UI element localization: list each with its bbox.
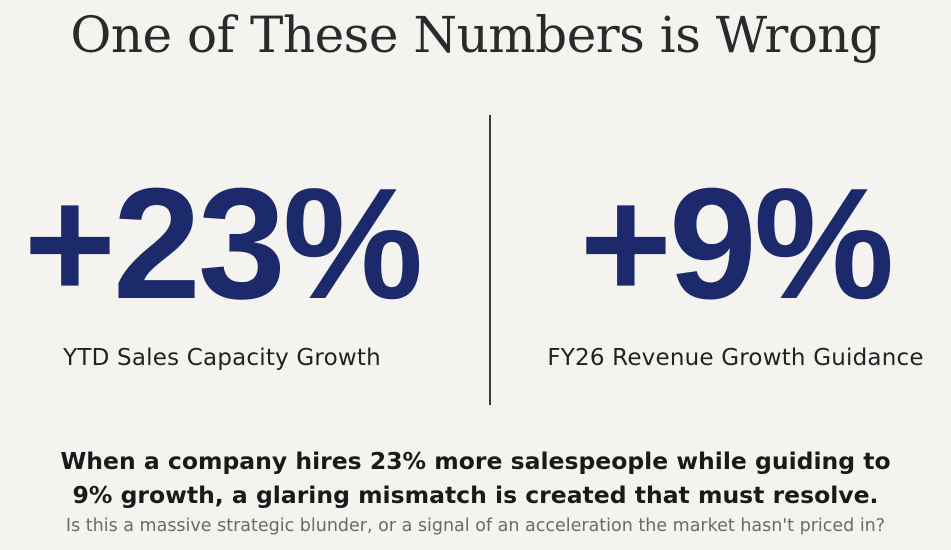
stat-value-left: +23% <box>23 156 424 332</box>
headline-line-1: When a company hires 23% more salespeopl… <box>60 447 891 475</box>
stat-label-left: YTD Sales Capacity Growth <box>63 345 381 371</box>
headline: When a company hires 23% more salespeopl… <box>0 444 951 512</box>
headline-line-2: 9% growth, a glaring mismatch is created… <box>72 481 879 509</box>
subline-question: Is this a massive strategic blunder, or … <box>65 516 886 536</box>
stat-label-right: FY26 Revenue Growth Guidance <box>547 345 924 371</box>
stat-ytd-sales-capacity: +23% YTD Sales Capacity Growth <box>0 165 444 371</box>
page-title: One of These Numbers is Wrong <box>70 6 881 64</box>
stat-fy26-revenue-guidance: +9% FY26 Revenue Growth Guidance <box>520 165 951 371</box>
vertical-divider <box>489 115 491 405</box>
stat-value-right: +9% <box>579 156 895 332</box>
